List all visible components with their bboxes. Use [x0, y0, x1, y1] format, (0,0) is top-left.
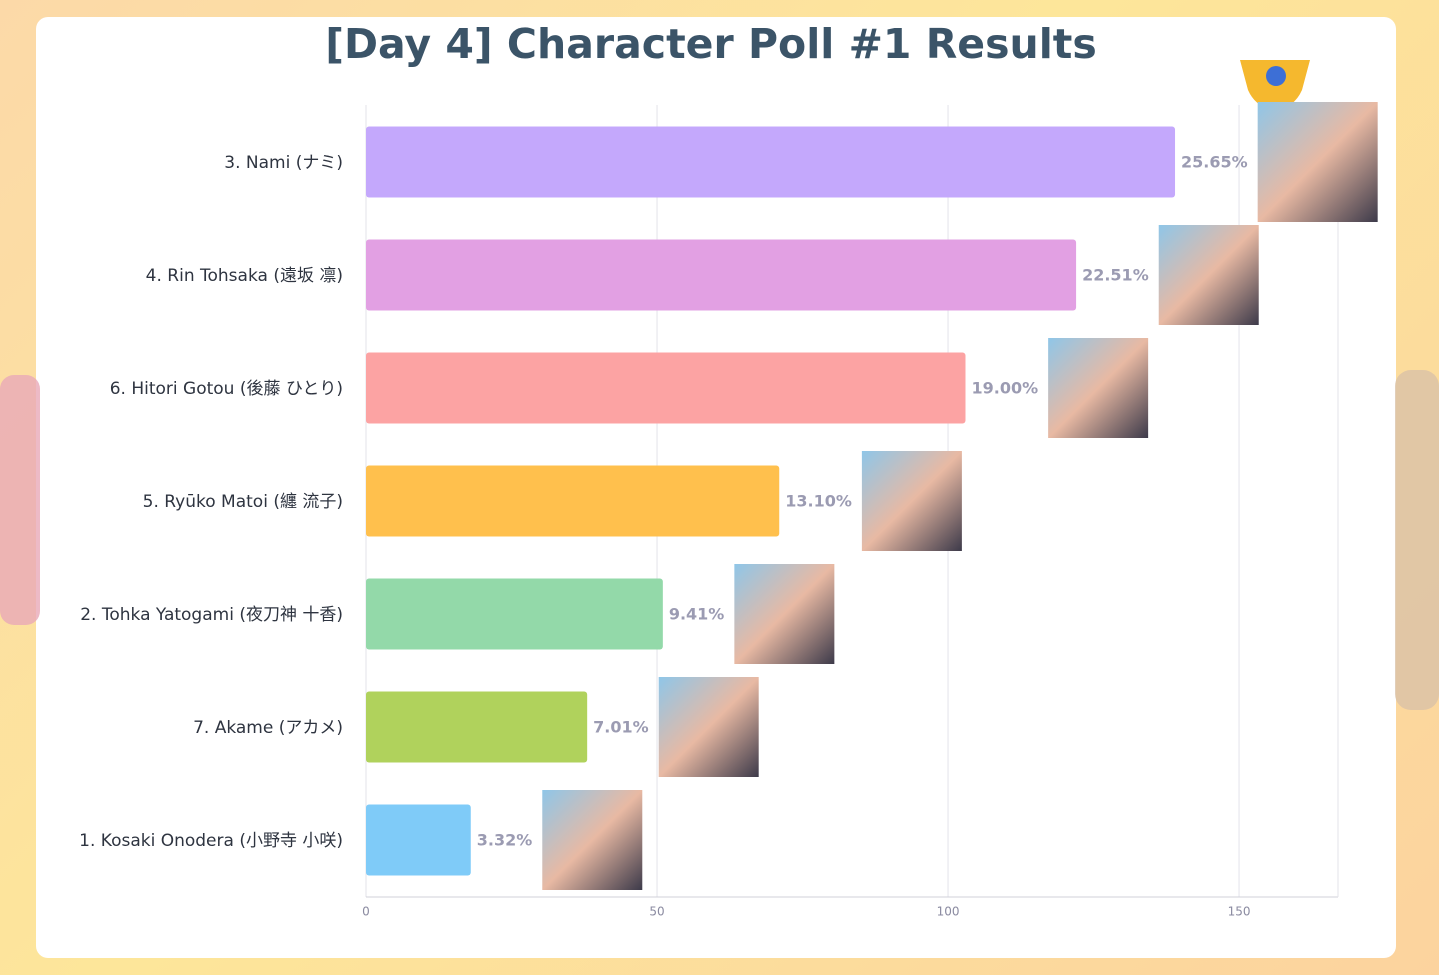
- character-image: [542, 790, 643, 890]
- bar: [366, 804, 471, 876]
- category-label: 3. Nami (ナミ): [224, 153, 343, 173]
- value-label: 19.00%: [971, 379, 1038, 398]
- value-label: 3.32%: [477, 831, 533, 850]
- character-image: [1158, 225, 1259, 325]
- category-label: 4. Rin Tohsaka (遠坂 凛): [146, 266, 343, 286]
- character-image: [861, 451, 962, 551]
- character-image: [1048, 338, 1149, 438]
- category-label: 6. Hitori Gotou (後藤 ひとり): [110, 379, 343, 399]
- value-label: 7.01%: [593, 718, 649, 737]
- category-label: 1. Kosaki Onodera (小野寺 小咲): [79, 831, 343, 851]
- bar: [366, 465, 780, 537]
- character-image: [658, 677, 759, 777]
- value-label: 9.41%: [669, 605, 725, 624]
- character-image: [1257, 102, 1378, 222]
- bar: [366, 691, 588, 763]
- category-label: 7. Akame (アカメ): [193, 718, 343, 738]
- x-tick-label: 150: [1228, 905, 1251, 919]
- value-label: 22.51%: [1082, 266, 1149, 285]
- side-art: [1395, 370, 1439, 710]
- character-image: [734, 564, 835, 664]
- side-art: [0, 375, 40, 625]
- bar: [366, 578, 663, 650]
- value-label: 25.65%: [1181, 153, 1248, 172]
- bar: [366, 352, 966, 424]
- category-label: 5. Ryūko Matoi (纏 流子): [143, 492, 343, 512]
- x-tick-label: 100: [937, 905, 960, 919]
- x-tick-label: 0: [362, 905, 370, 919]
- category-label: 2. Tohka Yatogami (夜刀神 十香): [80, 605, 343, 625]
- value-label: 13.10%: [785, 492, 852, 511]
- chart-title: [Day 4] Character Poll #1 Results: [325, 20, 1097, 68]
- x-tick-label: 50: [649, 905, 664, 919]
- bar: [366, 239, 1077, 311]
- bar: [366, 126, 1176, 198]
